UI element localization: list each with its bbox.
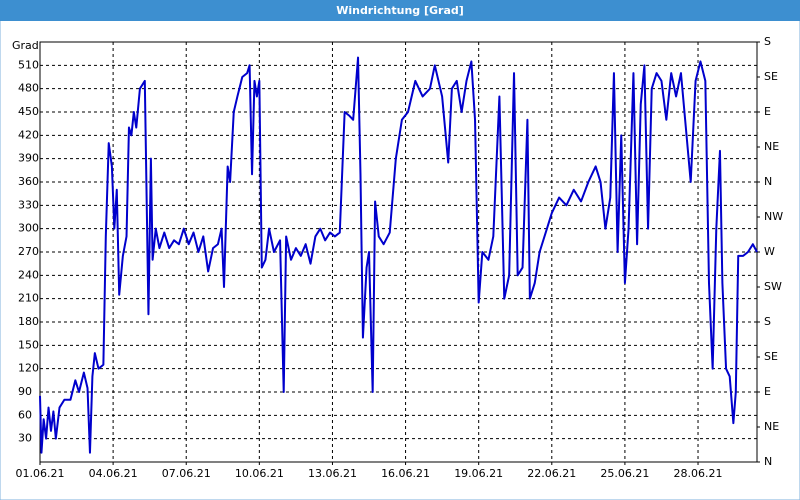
x-tick-label: 07.06.21: [162, 467, 211, 480]
chart-title: Windrichtung [Grad]: [336, 4, 464, 17]
y-tick-label: 240: [18, 268, 39, 281]
y2-tick-label: SE: [764, 350, 778, 363]
y-tick-label: 300: [18, 222, 39, 235]
y-tick-label: 390: [18, 152, 39, 165]
y2-tick-label: S: [764, 35, 771, 48]
x-tick-label: 22.06.21: [527, 467, 576, 480]
y2-tick-label: S: [764, 315, 771, 328]
y2-tick-label: N: [764, 175, 772, 188]
y-tick-label: 30: [18, 432, 32, 445]
y2-tick-label: SE: [764, 70, 778, 83]
x-tick-label: 10.06.21: [235, 467, 284, 480]
y-tick-label: 480: [18, 82, 39, 95]
y2-tick-label: W: [764, 245, 775, 258]
y-tick-label: 270: [18, 245, 39, 258]
x-tick-label: 25.06.21: [600, 467, 649, 480]
y-tick-label: 120: [18, 362, 39, 375]
y-tick-label: 510: [18, 58, 39, 71]
title-bar: [0, 0, 800, 21]
y-axis-label: Grad: [12, 39, 39, 52]
y-tick-label: 210: [18, 292, 39, 305]
y2-tick-label: NE: [764, 420, 779, 433]
y-tick-label: 330: [18, 198, 39, 211]
y-tick-label: 90: [18, 385, 32, 398]
y-tick-label: 450: [18, 105, 39, 118]
x-tick-label: 13.06.21: [308, 467, 357, 480]
y2-tick-label: N: [764, 455, 772, 468]
x-tick-label: 16.06.21: [381, 467, 430, 480]
y-tick-label: 360: [18, 175, 39, 188]
y2-tick-label: SW: [764, 280, 782, 293]
y2-tick-label: NE: [764, 140, 779, 153]
y-tick-label: 420: [18, 128, 39, 141]
x-tick-label: 19.06.21: [454, 467, 503, 480]
y-tick-label: 60: [18, 408, 32, 421]
y2-tick-label: NW: [764, 210, 783, 223]
y2-tick-label: E: [764, 385, 771, 398]
y-tick-label: 180: [18, 315, 39, 328]
data-line: [39, 56, 758, 454]
x-tick-label: 01.06.21: [16, 467, 65, 480]
y2-tick-label: E: [764, 105, 771, 118]
x-tick-label: 04.06.21: [89, 467, 138, 480]
x-tick-label: 28.06.21: [674, 467, 723, 480]
y-tick-label: 150: [18, 338, 39, 351]
